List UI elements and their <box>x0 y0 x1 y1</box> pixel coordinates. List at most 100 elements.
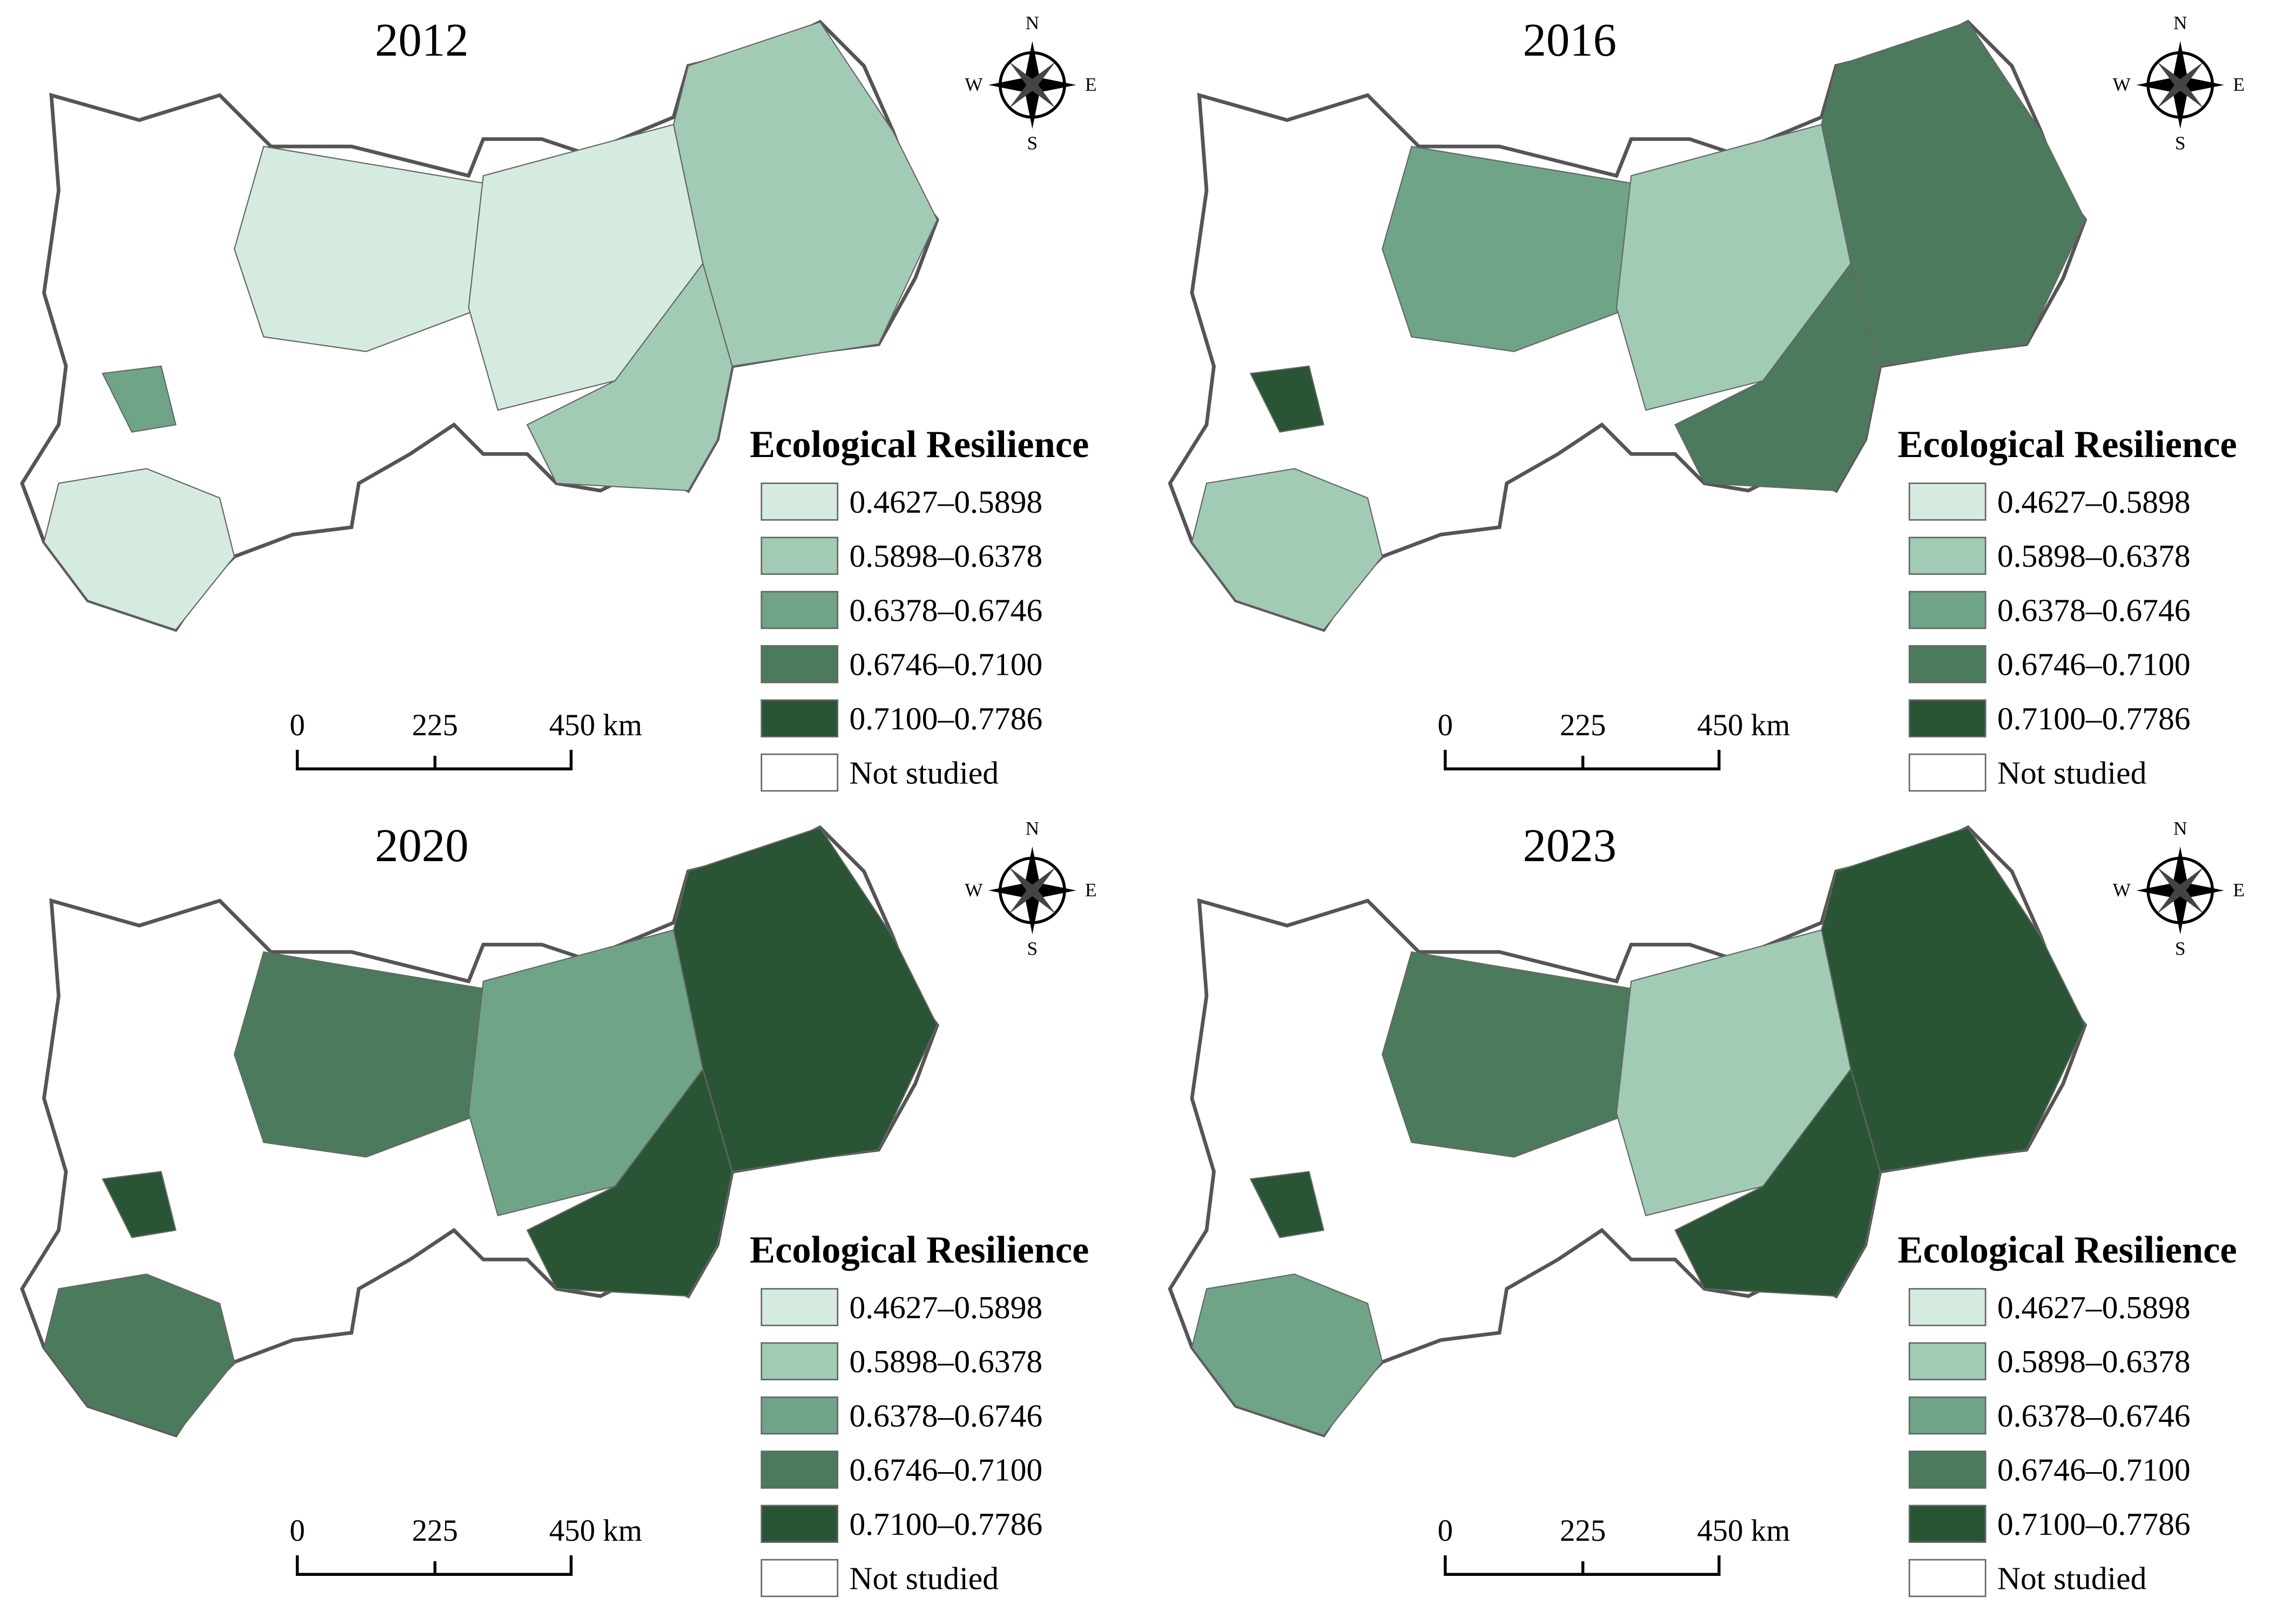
compass-letter: W <box>2113 880 2131 901</box>
legend-label: 0.7100–0.7786 <box>849 701 1042 736</box>
scale-label: 0 <box>289 1514 305 1548</box>
scale-label: 225 <box>1560 1514 1606 1548</box>
map-panel: 2012 N S W E 0 225 450 km Ecological Resilience 0… <box>20 12 1097 792</box>
legend-label: Not studied <box>849 1560 999 1596</box>
legend-swatch <box>760 753 839 792</box>
region <box>526 262 733 492</box>
scale-bar <box>295 749 573 770</box>
map-panel: 2016 N S W E 0 225 450 km Ecological Resilience 0… <box>1168 12 2245 792</box>
legend-label: Not studied <box>1997 1560 2147 1596</box>
legend-title: Ecological Resilience <box>750 424 1089 466</box>
map-panel: 2023 N S W E 0 225 450 km Ecological Resilience 0… <box>1168 818 2245 1597</box>
panel-year: 2020 <box>375 820 468 871</box>
region <box>1382 951 1632 1158</box>
compass-letter: E <box>1085 74 1097 95</box>
legend-label: 0.7100–0.7786 <box>1997 1506 2191 1542</box>
legend-swatch <box>1908 753 1987 792</box>
region <box>1382 145 1632 352</box>
compass-star-diag <box>2157 61 2204 109</box>
scale-bar <box>1444 749 1721 770</box>
compass-letter: N <box>1026 12 1039 33</box>
legend-label: 0.5898–0.6378 <box>1997 1344 2191 1379</box>
scale-label: 0 <box>289 708 305 742</box>
legend-swatch <box>1908 1451 1987 1489</box>
legend-swatch <box>760 1342 839 1381</box>
legend-swatch <box>1908 590 1987 629</box>
legend-swatch <box>1908 482 1987 521</box>
compass-letter: E <box>2233 74 2245 95</box>
legend-swatch <box>1908 536 1987 575</box>
scale-label: 450 km <box>1697 1514 1790 1548</box>
legend-swatch <box>1908 1396 1987 1435</box>
legend-label: 0.6378–0.6746 <box>849 1398 1042 1433</box>
region <box>1191 468 1383 630</box>
legend-label: 0.4627–0.5898 <box>1997 1290 2191 1325</box>
legend-title: Ecological Resilience <box>750 1229 1089 1271</box>
legend-swatch <box>760 1505 839 1543</box>
compass-letter: W <box>2113 74 2131 95</box>
compass-letter: N <box>2173 12 2187 33</box>
region <box>233 951 484 1158</box>
legend-label: Not studied <box>1997 755 2147 790</box>
legend-label: 0.6746–0.7100 <box>849 647 1042 682</box>
region <box>233 145 484 352</box>
compass: N S W E <box>2113 12 2245 153</box>
scale-label: 0 <box>1438 1514 1453 1548</box>
legend-title: Ecological Resilience <box>1897 424 2237 466</box>
scale-label: 450 km <box>549 708 642 742</box>
region <box>526 1068 733 1297</box>
legend-label: 0.5898–0.6378 <box>849 538 1042 574</box>
legend-label: 0.7100–0.7786 <box>849 1506 1042 1542</box>
region <box>102 1171 177 1238</box>
legend-swatch <box>760 699 839 737</box>
region <box>43 1273 235 1436</box>
region <box>1249 365 1325 433</box>
legend-swatch <box>1908 1342 1987 1381</box>
region <box>1674 1068 1881 1297</box>
region <box>43 468 235 630</box>
legend-swatch <box>1908 1559 1987 1597</box>
legend-swatch <box>760 645 839 683</box>
legend-label: Not studied <box>849 755 999 790</box>
legend-swatch <box>1908 645 1987 683</box>
compass-star-diag <box>1008 61 1056 109</box>
region <box>102 365 177 433</box>
legend-swatch <box>760 1559 839 1597</box>
compass-letter: S <box>2175 938 2186 959</box>
legend-swatch <box>760 536 839 575</box>
legend-swatch <box>760 482 839 521</box>
compass-letter: W <box>965 880 983 901</box>
scale-bar <box>295 1555 573 1576</box>
legend-label: 0.4627–0.5898 <box>849 1290 1042 1325</box>
compass-star-diag <box>1008 867 1056 914</box>
compass-letter: N <box>2173 818 2187 839</box>
compass-letter: E <box>1085 880 1097 901</box>
compass-letter: S <box>2175 133 2186 154</box>
legend-swatch <box>1908 1505 1987 1543</box>
region <box>1191 1273 1383 1436</box>
compass: N S W E <box>965 818 1096 959</box>
panel-year: 2023 <box>1523 820 1617 871</box>
legend-swatch <box>760 1288 839 1326</box>
compass: N S W E <box>965 12 1096 153</box>
compass-letter: S <box>1027 133 1038 154</box>
scale-label: 225 <box>412 708 458 742</box>
scale-bar <box>1444 1555 1721 1576</box>
compass-letter: N <box>1026 818 1039 839</box>
region <box>1249 1171 1325 1238</box>
legend-label: 0.5898–0.6378 <box>849 1344 1042 1379</box>
legend-title: Ecological Resilience <box>1897 1229 2237 1271</box>
panel-year: 2016 <box>1523 14 1617 66</box>
legend-label: 0.7100–0.7786 <box>1997 701 2191 736</box>
map-panel: 2020 N S W E 0 225 450 km Ecological Resilience 0… <box>20 818 1097 1597</box>
legend-swatch <box>760 1396 839 1435</box>
scale-label: 225 <box>1560 708 1606 742</box>
legend-label: 0.6378–0.6746 <box>1997 1398 2191 1433</box>
region <box>1674 262 1881 492</box>
compass-star-diag <box>2157 867 2204 914</box>
legend-label: 0.5898–0.6378 <box>1997 538 2191 574</box>
compass: N S W E <box>2113 818 2245 959</box>
legend-swatch <box>760 1451 839 1489</box>
scale-label: 0 <box>1438 708 1453 742</box>
